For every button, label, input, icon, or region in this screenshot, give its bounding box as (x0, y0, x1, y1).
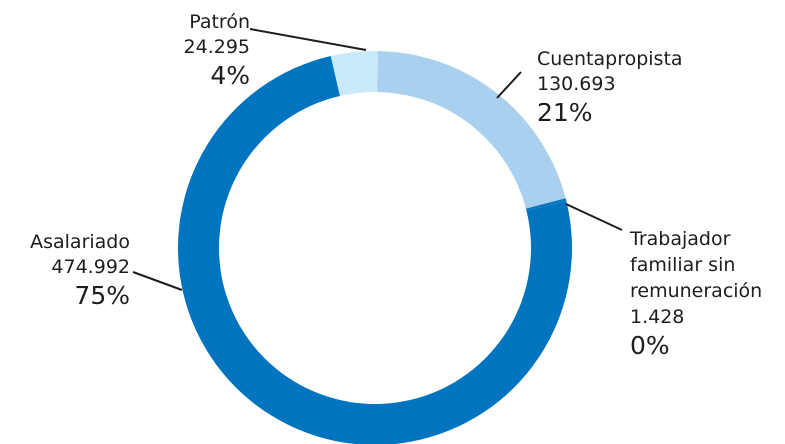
donut-segment (525, 198, 567, 211)
label-group: Trabajador familiar sin remuneración 1.4… (630, 226, 780, 362)
value-label: 24.295 (183, 36, 250, 58)
donut-segment (377, 51, 566, 209)
leader-line (249, 28, 367, 51)
donut-segment (330, 51, 378, 96)
percent-label: 21% (537, 98, 593, 127)
label-group: Asalariado 474.992 75% (30, 230, 130, 312)
category-label: Patrón (189, 11, 250, 33)
label-group: Cuentapropista 130.693 21% (537, 47, 683, 129)
category-label: Asalariado (30, 231, 130, 253)
percent-label: 0% (630, 331, 670, 360)
value-label: 130.693 (537, 73, 616, 95)
ring (178, 51, 572, 444)
leader-line (565, 203, 623, 231)
category-label: Cuentapropista (537, 48, 683, 70)
category-label: Trabajador familiar sin remuneración (630, 228, 763, 302)
label-group: Patrón 24.295 4% (184, 10, 250, 92)
leader-line (496, 71, 522, 99)
value-label: 474.992 (51, 256, 130, 278)
percent-label: 75% (74, 281, 130, 310)
leader-line (132, 271, 183, 291)
percent-label: 4% (210, 61, 250, 90)
value-label: 1.428 (630, 306, 685, 328)
